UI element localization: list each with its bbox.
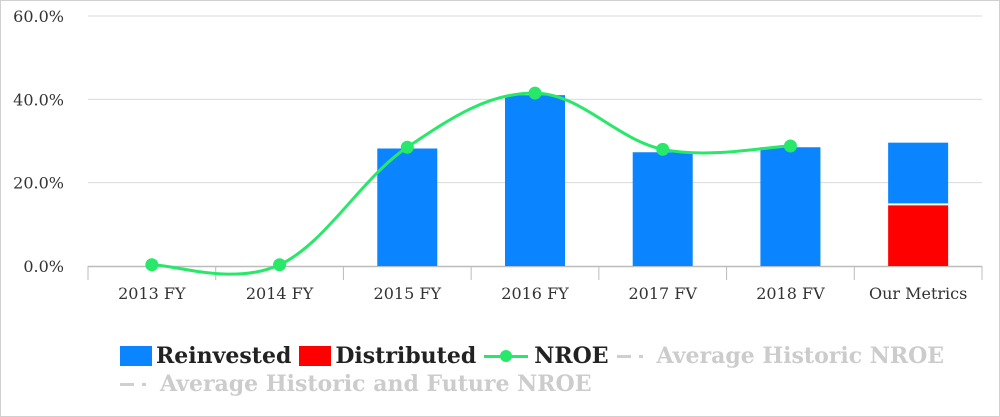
bar-reinvested	[632, 152, 693, 266]
legend-label-avg-historic: Average Historic NROE	[656, 343, 945, 369]
legend-item-avg-historic[interactable]: Average Historic NROE	[616, 343, 945, 369]
x-tick-label: 2016 FY	[501, 284, 569, 303]
nroe-line-layer	[145, 86, 797, 276]
nroe-point	[145, 258, 159, 272]
bar-distributed	[888, 204, 949, 266]
bar-reinvested	[888, 142, 949, 205]
legend-item-avg-historic-future[interactable]: Average Historic and Future NROE	[120, 371, 591, 397]
legend-label-avg-historic-future: Average Historic and Future NROE	[160, 371, 592, 397]
legend-item-nroe[interactable]: NROE	[484, 343, 609, 369]
y-tick-label: 0.0%	[23, 257, 64, 276]
bars-layer	[377, 95, 949, 267]
legend-label-distributed: Distributed	[335, 343, 477, 369]
y-tick-label: 40.0%	[13, 90, 64, 109]
nroe-line-swatch	[484, 346, 529, 366]
nroe-line	[151, 91, 791, 276]
legend-label-reinvested: Reinvested	[156, 343, 292, 369]
nroe-point	[656, 142, 670, 156]
x-tick-label: Our Metrics	[869, 284, 967, 303]
nroe-point	[783, 139, 797, 153]
x-tick-label: 2018 FV	[756, 284, 825, 303]
nroe-point	[400, 140, 414, 154]
y-tick-label: 60.0%	[13, 7, 64, 26]
x-axis: 2013 FY 2014 FY 2015 FY 2016 FY 2017 FV 2018 …	[87, 265, 983, 303]
y-tick-label: 20.0%	[13, 174, 64, 193]
nroe-point	[528, 86, 542, 100]
distributed-swatch	[299, 346, 332, 366]
avg-historic-dash-swatch	[616, 346, 653, 366]
legend: Reinvested Distributed NROE Average Hist…	[120, 342, 980, 398]
x-tick-label: 2017 FV	[628, 284, 697, 303]
legend-row-2: Average Historic and Future NROE	[120, 370, 980, 398]
nroe-point	[273, 258, 287, 272]
legend-label-nroe: NROE	[534, 343, 609, 369]
x-tick-label: 2013 FY	[118, 284, 186, 303]
bar-reinvested	[760, 147, 821, 266]
bar-reinvested	[377, 148, 438, 266]
x-tick-label: 2014 FY	[246, 284, 314, 303]
reinvested-swatch	[120, 346, 152, 366]
bar-reinvested	[505, 95, 565, 267]
legend-item-distributed[interactable]: Distributed	[299, 343, 476, 369]
y-axis: 0.0% 20.0% 40.0% 60.0%	[13, 7, 64, 276]
avg-historic-future-dash-swatch	[120, 374, 156, 394]
legend-row-1: Reinvested Distributed NROE Average Hist…	[120, 342, 980, 370]
x-tick-label: 2015 FY	[374, 284, 442, 303]
legend-item-reinvested[interactable]: Reinvested	[120, 343, 291, 369]
